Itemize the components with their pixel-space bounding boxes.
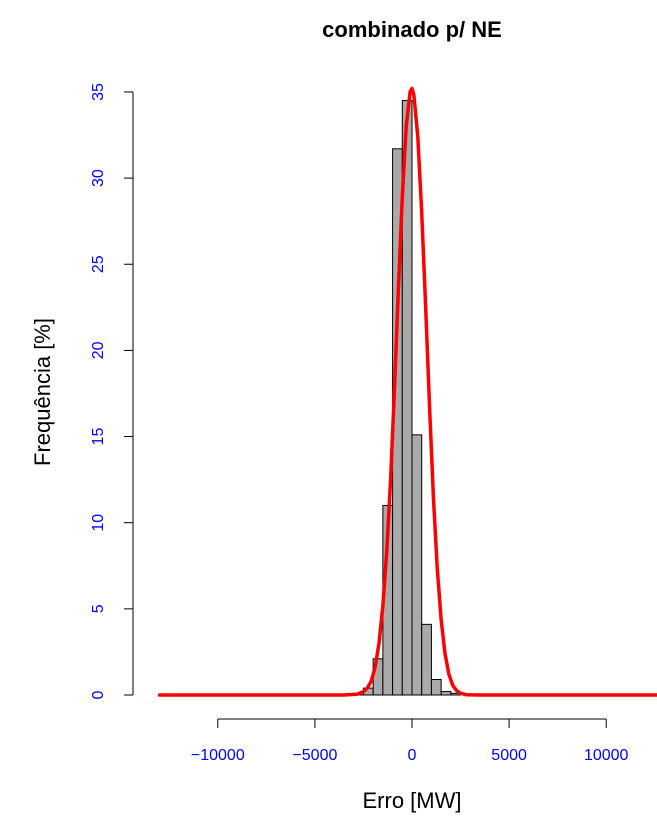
x-tick-label: −10000 [191,747,245,764]
histogram-bar [421,623,432,696]
x-tick-label: 10000 [584,747,629,764]
histogram-bar [411,434,423,696]
histogram-bars [353,100,462,696]
y-tick-label: 20 [90,341,107,359]
y-axis-label: Frequência [%] [30,318,55,466]
y-tick-label: 25 [90,255,107,273]
x-axis: −10000 −5000 0 5000 10000 [191,718,629,764]
x-tick-label: 0 [408,747,417,764]
y-tick-label: 10 [90,514,107,532]
y-tick-label: 5 [90,604,107,613]
x-tick-label: −5000 [292,747,337,764]
histogram-bar [440,691,452,696]
histogram-bar [401,100,413,696]
chart-title: combinado p/ NE [322,17,502,42]
x-axis-label: Erro [MW] [363,788,462,813]
y-tick-label: 30 [90,169,107,187]
density-curve [157,86,657,697]
y-tick-label: 15 [90,428,107,446]
x-tick-label: 5000 [491,747,527,764]
y-axis: 0 5 10 15 20 25 30 35 [90,83,134,699]
y-tick-label: 0 [90,690,107,699]
density-curve-layer [157,86,657,697]
y-tick-label: 35 [90,83,107,101]
histogram-bar [430,678,442,696]
